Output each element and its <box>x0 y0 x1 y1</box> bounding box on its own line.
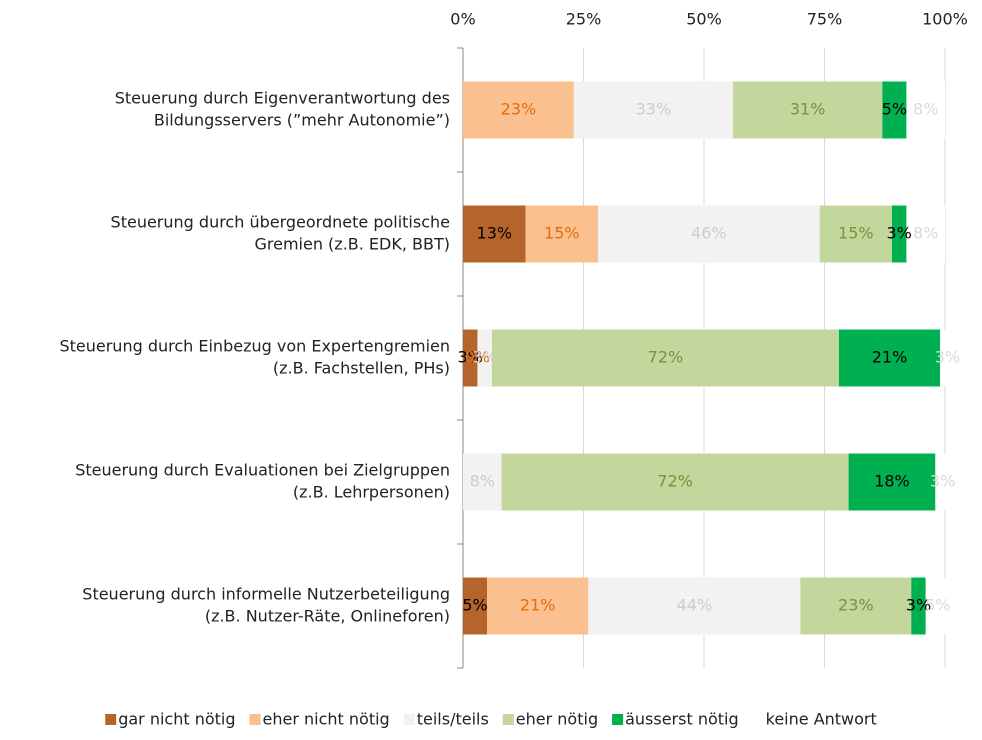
data-label: 8% <box>470 472 495 491</box>
bar-segment <box>463 205 526 263</box>
data-label: 13% <box>477 224 513 243</box>
legend-swatch <box>502 714 514 725</box>
data-label: 5% <box>882 100 907 119</box>
data-label: 0% <box>465 348 490 367</box>
data-label: 31% <box>790 100 826 119</box>
bar-segment <box>906 205 945 263</box>
category-label: Steuerung durch informelle Nutzerbeteili… <box>82 585 450 604</box>
legend-swatch <box>612 714 624 725</box>
data-label: 21% <box>872 348 908 367</box>
category-label: Steuerung durch Evaluationen bei Zielgru… <box>75 461 450 480</box>
category-label: (z.B. Lehrpersonen) <box>293 483 450 502</box>
data-label: 3% <box>458 348 483 367</box>
data-label: 8% <box>913 224 938 243</box>
bar-segment <box>906 81 945 139</box>
data-label: 44% <box>677 596 713 615</box>
x-tick-label: 0% <box>450 10 475 29</box>
bar-segment <box>800 577 912 635</box>
data-label: 72% <box>657 472 693 491</box>
data-label: 3% <box>935 348 960 367</box>
bar-segment <box>935 453 950 511</box>
bar-segment <box>463 453 502 511</box>
legend-label: eher nötig <box>516 710 598 729</box>
bar-segment <box>588 577 801 635</box>
data-label: 15% <box>544 224 580 243</box>
data-label: 5% <box>925 596 950 615</box>
data-label: 72% <box>648 348 684 367</box>
data-label: 33% <box>636 100 672 119</box>
data-label: 3% <box>887 224 912 243</box>
category-label: Bildungsservers (”mehr Autonomie”) <box>154 111 450 130</box>
legend-label: keine Antwort <box>766 710 877 729</box>
x-tick-label: 75% <box>807 10 843 29</box>
category-label: Steuerung durch Eigenverantwortung des <box>115 89 450 108</box>
category-label: (z.B. Nutzer-Räte, Onlineforen) <box>205 607 450 626</box>
bar-segment <box>940 329 955 387</box>
bar-segment <box>573 81 733 139</box>
data-label: 3% <box>472 348 497 367</box>
bar-segment <box>525 205 598 263</box>
legend-label: äusserst nötig <box>625 710 739 729</box>
x-tick-label: 25% <box>566 10 602 29</box>
x-tick-label: 100% <box>922 10 968 29</box>
data-label: 23% <box>501 100 537 119</box>
legend-swatch <box>403 714 415 725</box>
legend-label: gar nicht nötig <box>118 710 235 729</box>
bar-segment <box>911 577 926 635</box>
data-label: 3% <box>906 596 931 615</box>
category-label: Gremien (z.B. EDK, BBT) <box>254 235 450 254</box>
category-label: Steuerung durch Einbezug von Expertengre… <box>59 337 450 356</box>
bar-segment <box>463 577 488 635</box>
bar-segment <box>477 329 492 387</box>
bar-segment <box>891 205 907 263</box>
bar-segment <box>501 453 849 511</box>
category-label: Steuerung durch übergeordnete politische <box>111 213 450 232</box>
data-label: 3% <box>930 472 955 491</box>
bar-segment <box>487 577 589 635</box>
data-label: 8% <box>913 100 938 119</box>
data-label: 18% <box>874 472 910 491</box>
bar-segment <box>925 577 950 635</box>
bar-segment <box>463 329 478 387</box>
legend-swatch <box>249 714 261 725</box>
category-label: (z.B. Fachstellen, PHs) <box>273 359 450 378</box>
bar-segment <box>882 81 907 139</box>
bar-segment <box>848 453 936 511</box>
x-tick-label: 50% <box>686 10 722 29</box>
bar-segment <box>819 205 892 263</box>
data-label: 5% <box>462 596 487 615</box>
legend-swatch <box>105 714 117 725</box>
data-label: 46% <box>691 224 727 243</box>
data-label: 21% <box>520 596 556 615</box>
bar-segment <box>463 81 574 139</box>
bar-segment <box>491 329 839 387</box>
data-label: 23% <box>838 596 874 615</box>
bar-segment <box>597 205 820 263</box>
legend-swatch <box>752 714 764 725</box>
bar-segment <box>732 81 883 139</box>
bar-segment <box>838 329 941 387</box>
legend-label: eher nicht nötig <box>263 710 390 729</box>
data-label: 15% <box>838 224 874 243</box>
legend-label: teils/teils <box>417 710 489 729</box>
